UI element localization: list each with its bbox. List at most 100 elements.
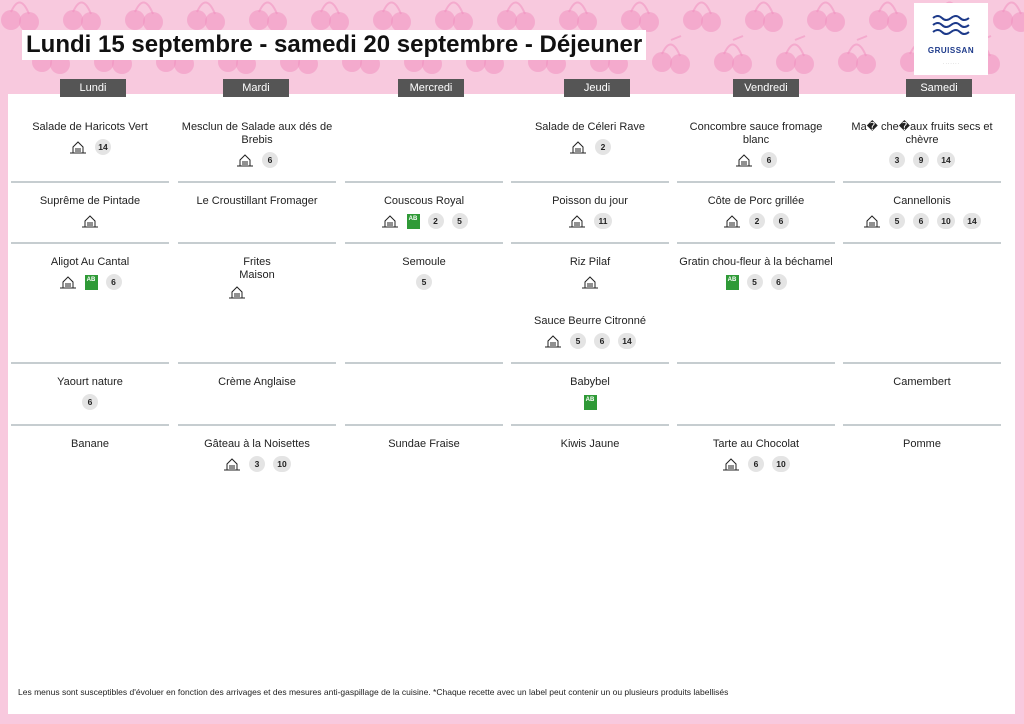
cherry-shape <box>249 10 269 30</box>
row-separator <box>511 362 669 364</box>
allergen-badge: 6 <box>82 394 98 410</box>
allergen-badge: 11 <box>594 213 612 229</box>
cherry-shape <box>776 52 796 72</box>
cherry-stem <box>72 1 92 15</box>
cherry-shape <box>373 10 393 30</box>
row-separator <box>677 362 835 364</box>
allergen-badge: 5 <box>746 274 763 290</box>
cherry-shape <box>19 12 39 32</box>
cherry-stem <box>630 1 650 15</box>
cherry-shape <box>391 12 411 32</box>
allergen-badge: 3 <box>889 152 905 168</box>
menu-item: Côte de Porc grillée 2 6 <box>677 195 835 229</box>
cherry-shape <box>559 10 579 30</box>
day-header-jeudi: Jeudi <box>564 79 630 97</box>
cherry-shape <box>825 12 845 32</box>
allergen-badge: 2 <box>427 213 444 229</box>
dish-name: Aligot Au Cantal <box>50 256 130 268</box>
house-made-icon <box>381 215 398 228</box>
row-separator <box>843 424 1001 426</box>
house-made-icon <box>736 154 752 167</box>
dish-name: Gratin chou-fleur à la béchamel <box>679 256 833 268</box>
dish-name: Couscous Royal <box>383 195 465 207</box>
menu-item: Ma� che�aux fruits secs et chèvre 3 9 14 <box>843 121 1001 168</box>
allergen-badge: 5 <box>889 213 905 229</box>
row-separator <box>511 242 669 244</box>
allergen-badge: 14 <box>95 139 111 155</box>
dish-name: Salade de Haricots Vert <box>32 121 148 133</box>
allergen-badge: 10 <box>937 213 955 229</box>
house-made-icon <box>229 286 245 299</box>
cherry-shape <box>453 12 473 32</box>
menu-item: Gâteau à la Noisettes 3 10 <box>178 438 336 472</box>
house-made-icon <box>237 154 253 167</box>
house-made-icon <box>70 141 86 154</box>
row-separator <box>345 181 503 183</box>
row-separator <box>843 242 1001 244</box>
dish-name: Gâteau à la Noisettes <box>204 438 310 450</box>
logo-subtext: · · · · · · · <box>943 61 959 66</box>
day-header-mardi: Mardi <box>223 79 289 97</box>
row-separator <box>843 362 1001 364</box>
dish-name: Ma� che�aux fruits secs et chèvre <box>851 121 993 146</box>
cherry-shape <box>143 12 163 32</box>
row-separator <box>345 242 503 244</box>
day-header-vendredi: Vendredi <box>733 79 799 97</box>
menu-item: Camembert <box>843 376 1001 389</box>
cherry-shape <box>639 12 659 32</box>
dish-name: Suprême de Pintade <box>39 195 141 207</box>
menu-item: Riz Pilaf <box>511 256 669 290</box>
allergen-badge: 5 <box>570 333 586 349</box>
cherry-shape <box>993 10 1013 30</box>
allergen-badge: 9 <box>913 152 929 168</box>
dish-name: Le Croustillant Fromager <box>196 195 318 207</box>
menu-item: Couscous Royal AB 2 5 <box>345 195 503 229</box>
allergen-badge: 6 <box>105 274 122 290</box>
cherry-shape <box>621 10 641 30</box>
menu-item: Salade de Céleri Rave 2 <box>511 121 669 155</box>
dish-name: Poisson du jour <box>552 195 628 207</box>
cherry-shape <box>652 52 672 72</box>
dish-name: Cannellonis <box>893 195 951 207</box>
cherry-shape <box>81 12 101 32</box>
dish-name: Babybel <box>570 376 610 388</box>
organic-label-icon: AB <box>84 274 98 290</box>
dish-name: Banane <box>71 438 109 450</box>
menu-item: Concombre sauce fromage blanc 6 <box>677 121 835 168</box>
menu-item: Cannellonis 5 6 10 14 <box>843 195 1001 229</box>
cherry-shape <box>701 12 721 32</box>
house-made-icon <box>864 215 880 228</box>
organic-label-icon: AB <box>406 213 420 229</box>
menu-item: Kiwis Jaune <box>511 438 669 451</box>
cherry-shape <box>794 54 814 74</box>
row-separator <box>178 242 336 244</box>
cherry-shape <box>714 52 734 72</box>
dish-name: Pomme <box>903 438 941 450</box>
dish-name: Semoule <box>402 256 446 268</box>
logo-text: GRUISSAN <box>927 46 975 55</box>
allergen-badge: 6 <box>748 456 764 472</box>
cherry-shape <box>435 10 455 30</box>
row-separator <box>677 181 835 183</box>
cherry-shape <box>329 12 349 32</box>
allergen-badge: 14 <box>618 333 636 349</box>
allergen-badge: 6 <box>773 213 789 229</box>
house-made-icon <box>224 458 240 471</box>
dish-name: Côte de Porc grillée <box>707 195 805 207</box>
house-made-icon <box>82 215 98 228</box>
dish-name: Tarte au Chocolat <box>712 438 800 450</box>
allergen-badge: 6 <box>761 152 777 168</box>
dish-name: Frites <box>243 256 271 268</box>
cherry-shape <box>856 54 876 74</box>
menu-sheet <box>8 94 1015 714</box>
row-separator <box>11 424 169 426</box>
cherry-shape <box>869 10 889 30</box>
row-separator <box>677 242 835 244</box>
menu-item: Poisson du jour 11 <box>511 195 669 229</box>
cherry-shape <box>670 54 690 74</box>
row-separator <box>11 362 169 364</box>
cherry-stem <box>661 35 682 57</box>
house-made-icon <box>545 335 561 348</box>
cherry-stem <box>754 1 774 15</box>
cherry-shape <box>807 10 827 30</box>
